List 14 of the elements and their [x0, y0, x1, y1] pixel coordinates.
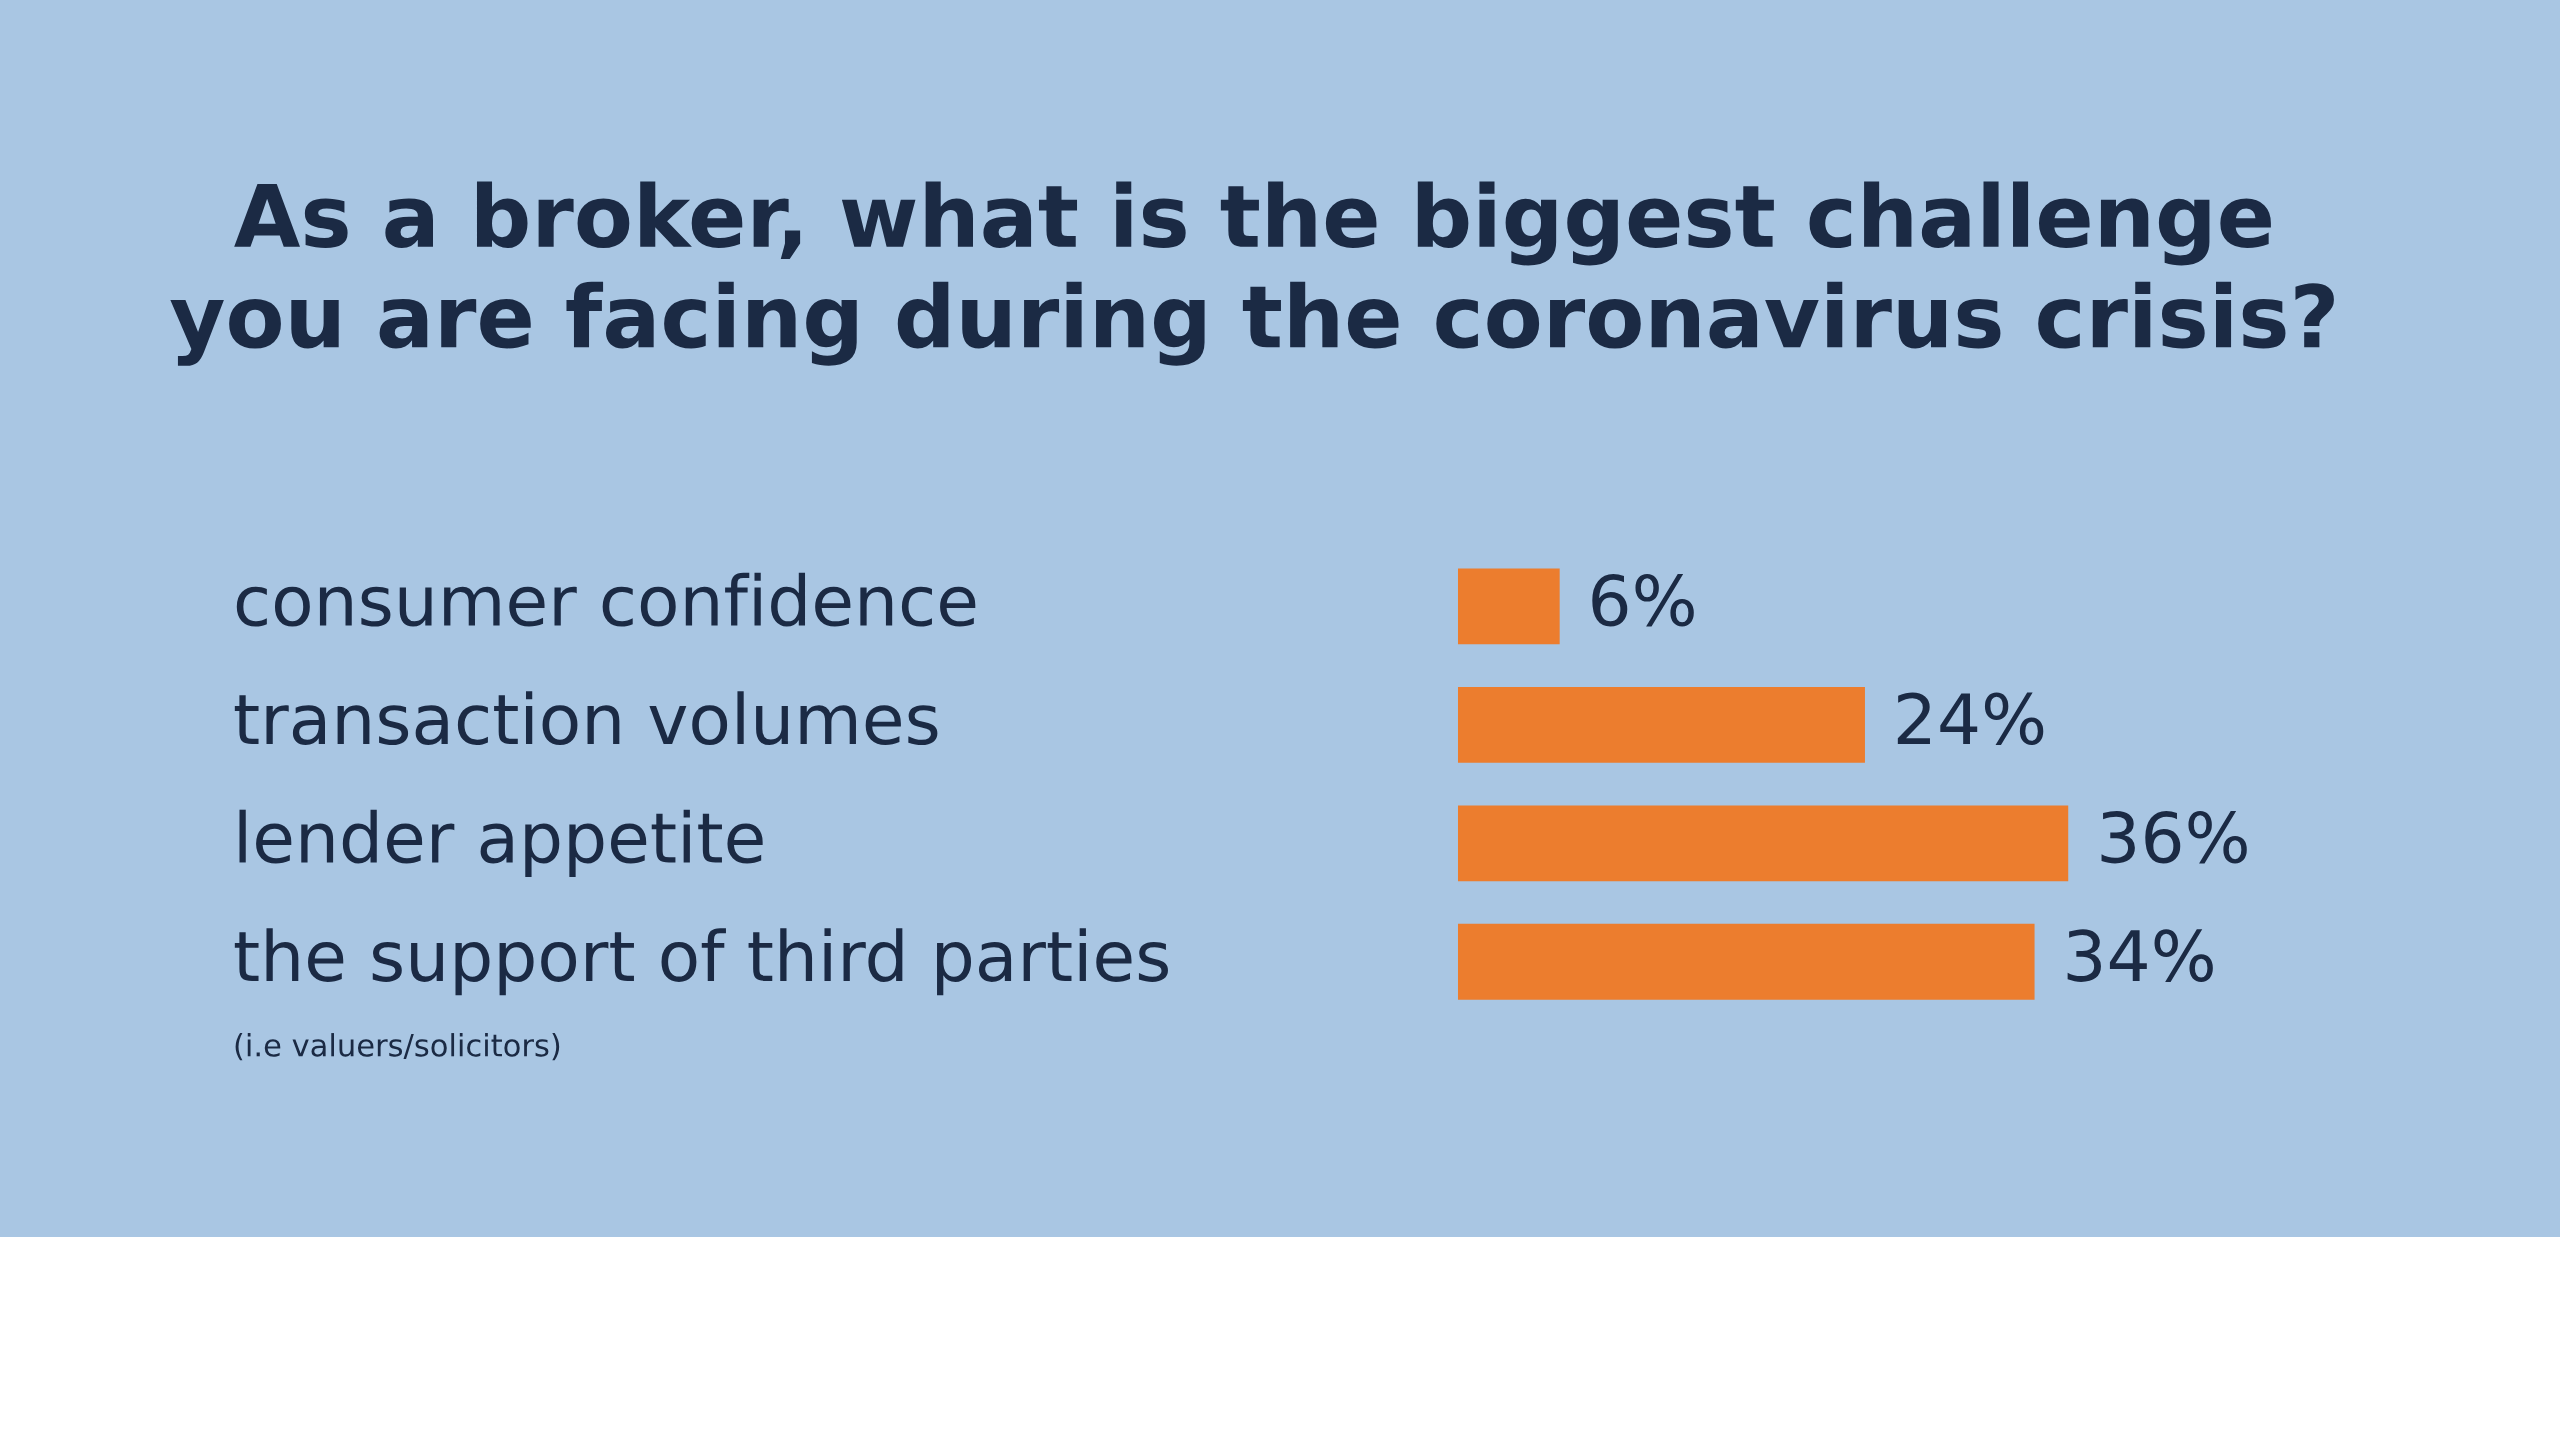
- chart-title: As a broker, what is the biggest challenge you are facing during the coronavirus crisis?: [170, 181, 2334, 366]
- bar: [1457, 568, 1560, 645]
- y-tick-label: lender appetite: [239, 809, 763, 877]
- bar: [1457, 686, 1865, 763]
- bar: [1457, 805, 2069, 882]
- data-label: 24%: [1897, 692, 2044, 746]
- y-tick-label: consumer confidence: [236, 572, 976, 627]
- y-tick-label: transaction volumes: [234, 691, 938, 746]
- y-tick-label: the support of third parties: [234, 928, 1168, 996]
- data-label: 36%: [2101, 810, 2247, 864]
- bar: [1457, 923, 2035, 1000]
- text: (i.e valuers/solicitors): [235, 1033, 560, 1061]
- data-label: 34%: [2067, 929, 2213, 982]
- data-label: 6%: [1592, 574, 1694, 627]
